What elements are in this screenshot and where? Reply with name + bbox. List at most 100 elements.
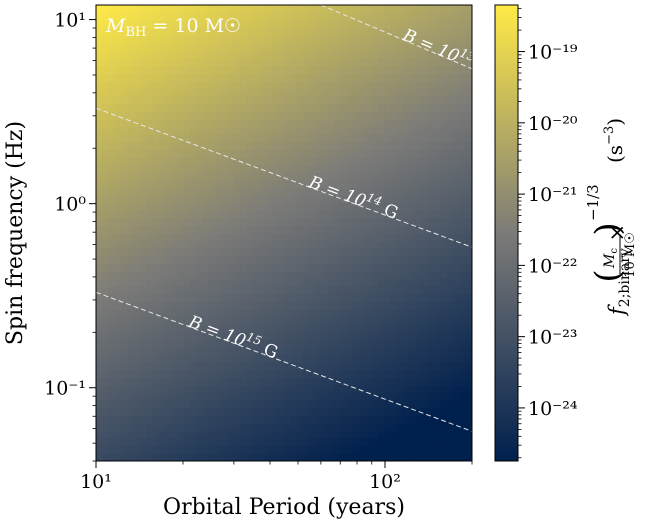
heatmap-cell	[378, 286, 385, 295]
heatmap-cell	[271, 103, 279, 112]
heatmap-cell	[246, 179, 254, 188]
heatmap-cell	[346, 96, 354, 105]
heatmap-cell	[327, 20, 335, 29]
heatmap-cell	[453, 88, 461, 97]
heatmap-cell	[415, 385, 423, 394]
heatmap-cell	[227, 217, 235, 226]
heatmap-cell	[102, 263, 110, 272]
heatmap-cell	[409, 149, 417, 158]
heatmap-cell	[371, 20, 379, 29]
heatmap-cell	[290, 141, 298, 150]
heatmap-cell	[177, 187, 185, 196]
heatmap-cell	[152, 369, 160, 378]
heatmap-cell	[227, 88, 235, 97]
heatmap-cell	[434, 324, 442, 333]
heatmap-cell	[396, 362, 404, 371]
heatmap-cell	[352, 445, 360, 454]
heatmap-cell	[327, 149, 335, 158]
heatmap-cell	[321, 430, 329, 439]
heatmap-cell	[152, 141, 160, 150]
heatmap-cell	[246, 27, 254, 36]
heatmap-cell	[352, 35, 360, 44]
heatmap-cell	[202, 202, 210, 211]
heatmap-cell	[208, 50, 216, 59]
heatmap-cell	[177, 81, 185, 90]
heatmap-cell	[403, 347, 410, 356]
heatmap-cell	[440, 134, 448, 143]
heatmap-cell	[152, 50, 160, 59]
heatmap-cell	[114, 240, 122, 249]
heatmap-cell	[127, 43, 135, 52]
heatmap-cell	[202, 286, 210, 295]
heatmap-cell	[114, 88, 122, 97]
heatmap-cell	[384, 316, 392, 325]
heatmap-cell	[196, 354, 204, 363]
heatmap-cell	[208, 119, 216, 128]
heatmap-cell	[190, 20, 197, 29]
heatmap-cell	[183, 187, 191, 196]
heatmap-cell	[346, 119, 354, 128]
heatmap-cell	[378, 415, 385, 424]
heatmap-cell	[271, 354, 279, 363]
heatmap-cell	[190, 88, 197, 97]
heatmap-cell	[158, 423, 166, 432]
heatmap-cell	[146, 347, 153, 356]
heatmap-cell	[215, 453, 222, 461]
heatmap-cell	[158, 438, 166, 447]
heatmap-cell	[202, 354, 210, 363]
heatmap-cell	[340, 423, 348, 432]
heatmap-cell	[246, 157, 254, 166]
heatmap-cell	[290, 73, 298, 82]
heatmap-cell	[114, 362, 122, 371]
heatmap-cell	[158, 164, 166, 173]
heatmap-cell	[139, 164, 147, 173]
heatmap-cell	[365, 35, 373, 44]
heatmap-cell	[121, 415, 128, 424]
heatmap-cell	[378, 126, 385, 135]
heatmap-cell	[371, 12, 379, 21]
heatmap-cell	[321, 35, 329, 44]
heatmap-cell	[133, 407, 141, 416]
heatmap-cell	[403, 240, 410, 249]
heatmap-cell	[208, 172, 216, 181]
heatmap-cell	[453, 73, 461, 82]
heatmap-cell	[196, 430, 204, 439]
heatmap-cell	[152, 316, 160, 325]
heatmap-cell	[302, 423, 310, 432]
heatmap-cell	[240, 88, 247, 97]
heatmap-cell	[434, 157, 442, 166]
heatmap-cell	[183, 354, 191, 363]
heatmap-cell	[108, 438, 116, 447]
heatmap-cell	[96, 301, 103, 310]
heatmap-cell	[359, 225, 367, 234]
heatmap-cell	[221, 88, 229, 97]
heatmap-cell	[208, 210, 216, 219]
heatmap-cell	[421, 111, 429, 120]
heatmap-cell	[290, 179, 298, 188]
heatmap-cell	[284, 96, 291, 105]
heatmap-cell	[390, 347, 398, 356]
heatmap-cell	[233, 119, 241, 128]
heatmap-cell	[359, 172, 367, 181]
heatmap-cell	[177, 430, 185, 439]
heatmap-cell	[453, 5, 461, 14]
heatmap-cell	[146, 164, 153, 173]
heatmap-cell	[334, 217, 341, 226]
heatmap-cell	[415, 248, 423, 257]
heatmap-cell	[465, 27, 472, 36]
heatmap-cell	[108, 141, 116, 150]
heatmap-cell	[108, 43, 116, 52]
heatmap-cell	[378, 164, 385, 173]
heatmap-cell	[321, 286, 329, 295]
heatmap-cell	[365, 293, 373, 302]
heatmap-cell	[390, 309, 398, 318]
heatmap-cell	[428, 385, 435, 394]
heatmap-cell	[258, 445, 266, 454]
heatmap-cell	[290, 126, 298, 135]
heatmap-cell	[284, 88, 291, 97]
heatmap-cell	[465, 187, 472, 196]
heatmap-cell	[233, 81, 241, 90]
heatmap-cell	[446, 339, 454, 348]
heatmap-cell	[221, 12, 229, 21]
heatmap-cell	[453, 331, 461, 340]
